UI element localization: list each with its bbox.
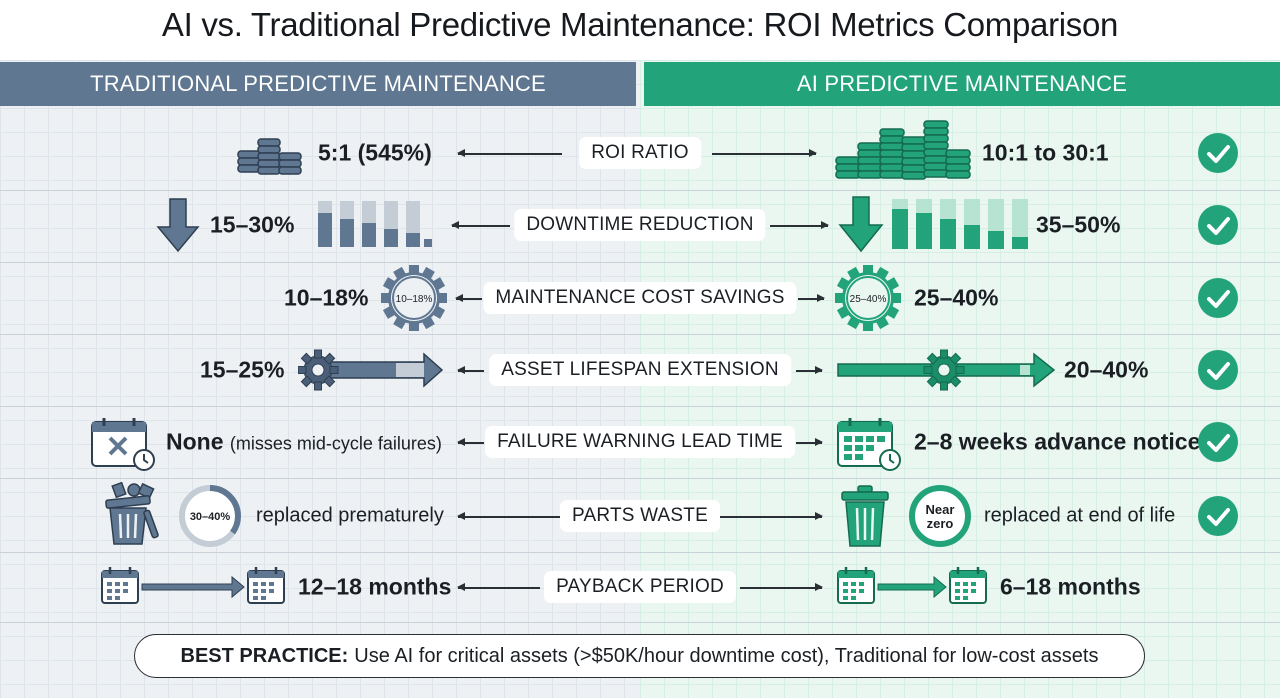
metric-label-warning-lead-time: FAILURE WARNING LEAD TIME: [485, 426, 795, 458]
ai-waste-badge-line1: Near: [926, 502, 955, 517]
metric-row-lifespan: 15–25% ASSET LIFESPAN EXTENSION 20–40%: [0, 340, 1280, 400]
traditional-waste-badge-text: 30–40%: [190, 511, 231, 523]
arrow-left: [455, 295, 482, 301]
ai-downtime-value: 35–50%: [1036, 211, 1121, 238]
metric-label-lifespan: ASSET LIFESPAN EXTENSION: [489, 354, 791, 386]
arrow-left: [457, 150, 562, 156]
metric-row-cost-savings: 10–18% 10–18% MAINTENANCE COST SAVINGS 2…: [0, 265, 1280, 331]
ai-waste-badge-line2: zero: [927, 516, 954, 531]
arrow-right: [796, 367, 823, 373]
arrow-left: [457, 513, 560, 519]
calendar-arrow-icon: [101, 567, 285, 604]
coin-stacks-icon: [237, 138, 302, 175]
progress-ring-icon: 30–40%: [179, 485, 241, 547]
traditional-downtime-value: 15–30%: [210, 211, 295, 238]
row-divider: [0, 622, 1280, 623]
ai-cost-badge-text: 25–40%: [850, 294, 887, 305]
metric-row-warning-lead-time: None (misses mid-cycle failures) FAILURE…: [0, 412, 1280, 472]
check-icon: [1198, 422, 1238, 462]
row-divider: [0, 334, 1280, 335]
check-icon: [1198, 278, 1238, 318]
row-divider: [0, 478, 1280, 479]
ai-warning-value: 2–8 weeks advance notice: [914, 428, 1201, 455]
arrow-left: [457, 439, 484, 445]
cost-badge-icon: 10–18%: [381, 265, 447, 331]
arrow-left: [451, 222, 510, 228]
check-icon: [1198, 496, 1238, 536]
page-title: AI vs. Traditional Predictive Maintenanc…: [161, 6, 1119, 43]
cost-badge-icon: 25–40%: [835, 265, 901, 331]
ai-header: AI PREDICTIVE MAINTENANCE: [644, 62, 1280, 106]
check-icon: [1198, 133, 1238, 173]
metric-label-parts-waste: PARTS WASTE: [560, 500, 720, 532]
traditional-roi-value: 5:1 (545%): [318, 139, 432, 166]
calendar-x-icon: [91, 418, 155, 471]
arrow-left: [457, 584, 540, 590]
trash-icon: [841, 485, 889, 547]
arrow-right: [740, 584, 823, 590]
arrow-right: [712, 150, 817, 156]
best-practice-label: BEST PRACTICE:: [180, 644, 349, 667]
traditional-waste-value: replaced prematurely: [256, 504, 444, 527]
ai-lifespan-value: 20–40%: [1064, 356, 1149, 383]
bar-chart-icon: [892, 199, 1028, 249]
traditional-header: TRADITIONAL PREDICTIVE MAINTENANCE: [0, 62, 636, 106]
ai-cost-value: 25–40%: [914, 284, 999, 311]
metric-label-roi-ratio: ROI RATIO: [579, 137, 701, 169]
best-practice-banner: BEST PRACTICE: Use AI for critical asset…: [134, 634, 1145, 678]
metric-row-downtime: 15–30% DOWNTIME REDUCTION 35–50%: [0, 195, 1280, 255]
traditional-cost-value: 10–18%: [284, 284, 369, 311]
arrow-right: [798, 295, 825, 301]
down-arrow-icon: [838, 196, 884, 253]
row-divider: [0, 406, 1280, 407]
ai-payback-value: 6–18 months: [1000, 573, 1141, 600]
row-divider: [0, 262, 1280, 263]
metric-row-parts-waste: 30–40% replaced prematurely PARTS WASTE …: [0, 482, 1280, 547]
traditional-warning-main: None: [166, 428, 224, 455]
best-practice-text: Use AI for critical assets (>$50K/hour d…: [354, 644, 1099, 667]
arrow-right: [796, 439, 823, 445]
gear-arrow-icon: [298, 349, 444, 391]
traditional-payback-value: 12–18 months: [298, 573, 452, 600]
metric-label-payback: PAYBACK PERIOD: [544, 571, 736, 603]
ai-roi-value: 10:1 to 30:1: [982, 139, 1109, 166]
progress-ring-icon: Near zero: [909, 485, 971, 547]
down-arrow-icon: [156, 198, 200, 253]
coin-stacks-icon: [835, 120, 971, 180]
traditional-warning-value: None (misses mid-cycle failures): [166, 429, 442, 456]
calendar-arrow-icon: [837, 567, 987, 604]
traditional-warning-note: (misses mid-cycle failures): [229, 433, 442, 454]
traditional-lifespan-value: 15–25%: [200, 356, 285, 383]
bar-chart-icon: [318, 201, 432, 247]
arrow-right: [770, 222, 829, 228]
arrow-right: [720, 513, 823, 519]
arrow-left: [457, 367, 484, 373]
gear-arrow-icon: [837, 349, 1056, 391]
check-icon: [1198, 350, 1238, 390]
metric-label-downtime: DOWNTIME REDUCTION: [514, 209, 766, 241]
row-divider: [0, 552, 1280, 553]
traditional-cost-badge-text: 10–18%: [396, 294, 433, 305]
calendar-clock-icon: [837, 418, 901, 471]
trash-overflow-icon: [105, 482, 159, 545]
metric-label-cost-savings: MAINTENANCE COST SAVINGS: [483, 282, 797, 314]
check-icon: [1198, 205, 1238, 245]
metric-row-payback: 12–18 months PAYBACK PERIOD 6–18 months: [0, 557, 1280, 617]
row-divider: [0, 190, 1280, 191]
metric-row-roi-ratio: 5:1 (545%) ROI RATIO 10:1 to 30:1: [0, 120, 1280, 183]
ai-waste-value: replaced at end of life: [984, 504, 1176, 527]
